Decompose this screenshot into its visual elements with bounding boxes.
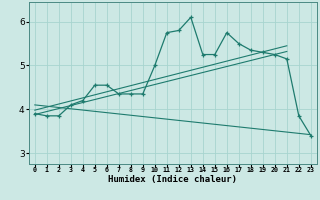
- X-axis label: Humidex (Indice chaleur): Humidex (Indice chaleur): [108, 175, 237, 184]
